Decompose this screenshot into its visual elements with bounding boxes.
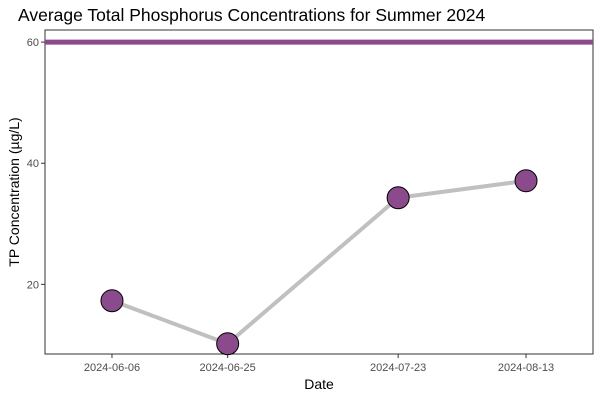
panel-border [44,29,594,355]
y-axis-title: TP Concentration (µg/L) [6,117,22,266]
series-line [109,178,529,346]
data-point [100,289,124,313]
x-tick-label: 2024-06-25 [200,362,256,374]
x-tick-label: 2024-07-23 [370,362,426,374]
x-tick-label: 2024-06-06 [84,362,140,374]
x-tick-label: 2024-08-13 [498,362,554,374]
x-axis-title: Date [304,376,334,392]
data-point [216,332,240,356]
y-tick-label: 20 [27,279,39,291]
y-tick-label: 40 [27,158,39,170]
y-tick-label: 60 [27,37,39,49]
data-point [386,186,410,210]
data-point [514,169,538,193]
chart-title: Average Total Phosphorus Concentrations … [18,5,486,25]
